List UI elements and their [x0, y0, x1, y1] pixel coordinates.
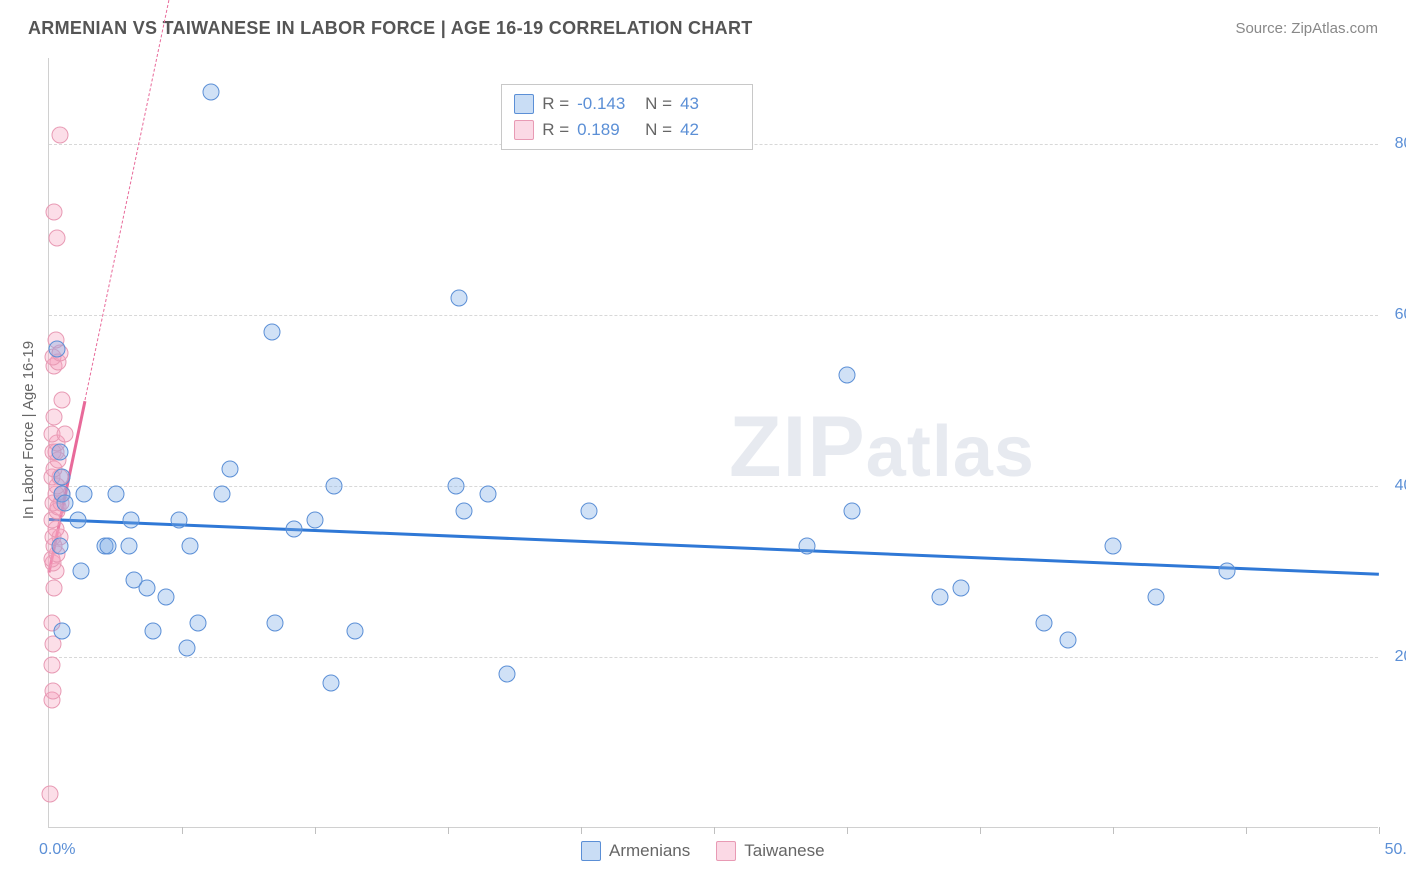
armenians-point: [1105, 537, 1122, 554]
taiwanese-point: [51, 127, 68, 144]
armenians-point: [285, 520, 302, 537]
armenians-point: [447, 477, 464, 494]
source-label: Source: ZipAtlas.com: [1235, 20, 1378, 37]
legend-row: R =0.189N =42: [514, 117, 740, 143]
y-axis-label: In Labor Force | Age 16-19: [20, 341, 37, 519]
armenians-point: [107, 486, 124, 503]
watermark: ZIPatlas: [729, 398, 1035, 497]
armenians-point: [51, 537, 68, 554]
scatter-chart: ZIPatlas 20.0%40.0%60.0%80.0%0.0%50.0%R …: [48, 58, 1378, 828]
armenians-point: [1147, 589, 1164, 606]
legend-swatch: [581, 841, 601, 861]
x-tick: [714, 827, 715, 834]
gridline: [49, 486, 1378, 487]
armenians-point: [189, 614, 206, 631]
x-tick: [182, 827, 183, 834]
armenians-point: [322, 674, 339, 691]
legend-item: Taiwanese: [716, 841, 824, 861]
armenians-point: [932, 589, 949, 606]
armenians-point: [54, 623, 71, 640]
armenians-point: [844, 503, 861, 520]
correlation-legend: R =-0.143N =43R =0.189N =42: [501, 84, 753, 150]
armenians-point: [580, 503, 597, 520]
armenians-point: [325, 477, 342, 494]
armenians-point: [498, 666, 515, 683]
x-tick: [1379, 827, 1380, 834]
x-tick: [1246, 827, 1247, 834]
armenians-point: [48, 340, 65, 357]
x-tick: [581, 827, 582, 834]
gridline: [49, 657, 1378, 658]
armenians-point: [203, 84, 220, 101]
armenians-point: [51, 443, 68, 460]
x-tick: [980, 827, 981, 834]
armenians-point: [75, 486, 92, 503]
armenians-point: [158, 589, 175, 606]
taiwanese-point: [44, 683, 61, 700]
armenians-point: [953, 580, 970, 597]
armenians-point: [839, 366, 856, 383]
armenians-point: [455, 503, 472, 520]
x-tick: [315, 827, 316, 834]
legend-item: Armenians: [581, 841, 690, 861]
y-tick-label: 20.0%: [1395, 648, 1406, 666]
legend-swatch: [514, 94, 534, 114]
taiwanese-point: [42, 785, 59, 802]
legend-row: R =-0.143N =43: [514, 91, 740, 117]
taiwanese-point: [46, 409, 63, 426]
armenians-point: [72, 563, 89, 580]
armenians-point: [267, 614, 284, 631]
armenians-point: [307, 512, 324, 529]
armenians-point: [120, 537, 137, 554]
armenians-point: [346, 623, 363, 640]
taiwanese-point: [46, 580, 63, 597]
armenians-point: [54, 469, 71, 486]
armenians-point: [99, 537, 116, 554]
taiwanese-point: [54, 392, 71, 409]
armenians-point: [1059, 631, 1076, 648]
legend-swatch: [514, 120, 534, 140]
taiwanese-point: [46, 204, 63, 221]
armenians-point: [171, 512, 188, 529]
armenians-point: [213, 486, 230, 503]
x-tick: [448, 827, 449, 834]
y-tick-label: 60.0%: [1395, 306, 1406, 324]
armenians-point: [56, 494, 73, 511]
y-tick-label: 40.0%: [1395, 477, 1406, 495]
armenians-point: [123, 512, 140, 529]
trend-line: [49, 518, 1379, 576]
x-tick: [847, 827, 848, 834]
gridline: [49, 315, 1378, 316]
taiwanese-point: [48, 229, 65, 246]
armenians-point: [479, 486, 496, 503]
x-axis-min-label: 0.0%: [39, 841, 75, 859]
armenians-point: [264, 323, 281, 340]
armenians-point: [221, 460, 238, 477]
legend-swatch: [716, 841, 736, 861]
armenians-point: [450, 289, 467, 306]
series-legend: Armenians Taiwanese: [581, 841, 825, 861]
armenians-point: [799, 537, 816, 554]
title-bar: ARMENIAN VS TAIWANESE IN LABOR FORCE | A…: [28, 18, 1378, 39]
armenians-point: [1035, 614, 1052, 631]
armenians-point: [179, 640, 196, 657]
taiwanese-point: [56, 426, 73, 443]
x-tick: [1113, 827, 1114, 834]
armenians-point: [181, 537, 198, 554]
x-axis-max-label: 50.0%: [1385, 841, 1406, 859]
armenians-point: [1219, 563, 1236, 580]
armenians-point: [139, 580, 156, 597]
armenians-point: [70, 512, 87, 529]
chart-title: ARMENIAN VS TAIWANESE IN LABOR FORCE | A…: [28, 18, 753, 39]
legend-label: Armenians: [609, 841, 690, 861]
legend-label: Taiwanese: [744, 841, 824, 861]
taiwanese-point: [43, 657, 60, 674]
armenians-point: [144, 623, 161, 640]
y-tick-label: 80.0%: [1395, 135, 1406, 153]
